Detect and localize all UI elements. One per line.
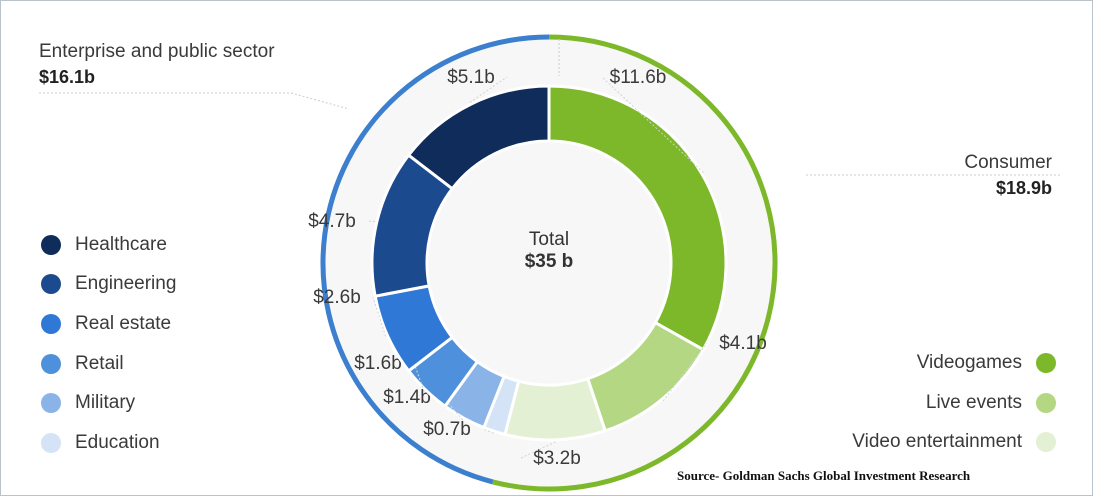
value-leader	[413, 362, 425, 392]
value-label-live-events: $4.1b	[719, 333, 767, 354]
slice-healthcare	[406, 84, 551, 191]
legend-label: Live events	[925, 392, 1022, 413]
legend-item-military: Military	[41, 392, 135, 414]
legend-label: Retail	[75, 353, 124, 374]
legend-swatch	[41, 314, 61, 334]
value-label-retail: $1.6b	[354, 353, 402, 374]
value-leader	[601, 76, 704, 173]
leader-enterprise	[39, 92, 350, 110]
legend-item-healthcare: Healthcare	[41, 234, 167, 256]
value-label-engineering: $4.7b	[308, 211, 356, 232]
value-label-videogames: $11.6b	[610, 67, 667, 88]
value-label-healthcare: $5.1b	[447, 67, 495, 88]
value-label-real-estate: $2.6b	[313, 287, 361, 308]
group-title-consumer: Consumer	[964, 152, 1052, 173]
group-arc-enterprise-and-public-sector	[320, 34, 550, 485]
legend-swatch	[41, 274, 61, 294]
value-leader	[469, 76, 508, 103]
value-label-military: $1.4b	[383, 387, 431, 408]
legend-swatch	[41, 393, 61, 413]
legend-label: Real estate	[75, 313, 172, 334]
value-leader	[367, 220, 375, 223]
legend-swatch	[41, 235, 61, 255]
value-leader	[482, 428, 494, 434]
legend-swatch	[1036, 432, 1056, 452]
slice-video-entertainment	[503, 376, 608, 442]
source-note: Source- Goldman Sachs Global Investment …	[677, 468, 971, 483]
legend-label: Healthcare	[75, 234, 167, 255]
legend-label: Videogames	[916, 352, 1022, 373]
legend-item-retail: Retail	[41, 353, 124, 375]
slice-videogames	[547, 84, 728, 352]
legend-label: Military	[75, 392, 136, 413]
group-title-enterprise: Enterprise and public sector	[39, 41, 275, 62]
legend-item-engineering: Engineering	[41, 273, 176, 295]
legend-item-real-estate: Real estate	[41, 313, 171, 335]
group-total-enterprise: $16.1b	[39, 67, 96, 87]
center-total-value: $35 b	[524, 251, 574, 272]
legend-item-education: Education	[41, 432, 160, 454]
legend-swatch	[41, 354, 61, 374]
group-arc-consumer	[492, 34, 778, 492]
legend-label: Engineering	[75, 273, 177, 294]
legend-label: Education	[75, 432, 160, 453]
legend-item-live-events: Live events	[926, 392, 1056, 414]
value-leader	[662, 342, 708, 402]
legend-item-videogames: Videogames	[917, 352, 1056, 374]
legend-swatch	[1036, 393, 1056, 413]
legend-swatch	[1036, 353, 1056, 373]
value-label-education: $0.7b	[423, 419, 471, 440]
legend-item-video-entertainment: Video entertainment	[852, 431, 1056, 453]
value-label-video-entertainment: $3.2b	[533, 448, 581, 469]
legend-swatch	[41, 433, 61, 453]
legend-label: Video entertainment	[852, 431, 1022, 452]
value-leader	[372, 296, 387, 337]
group-total-consumer: $18.9b	[995, 178, 1052, 198]
center-total-label: Total	[528, 229, 570, 250]
